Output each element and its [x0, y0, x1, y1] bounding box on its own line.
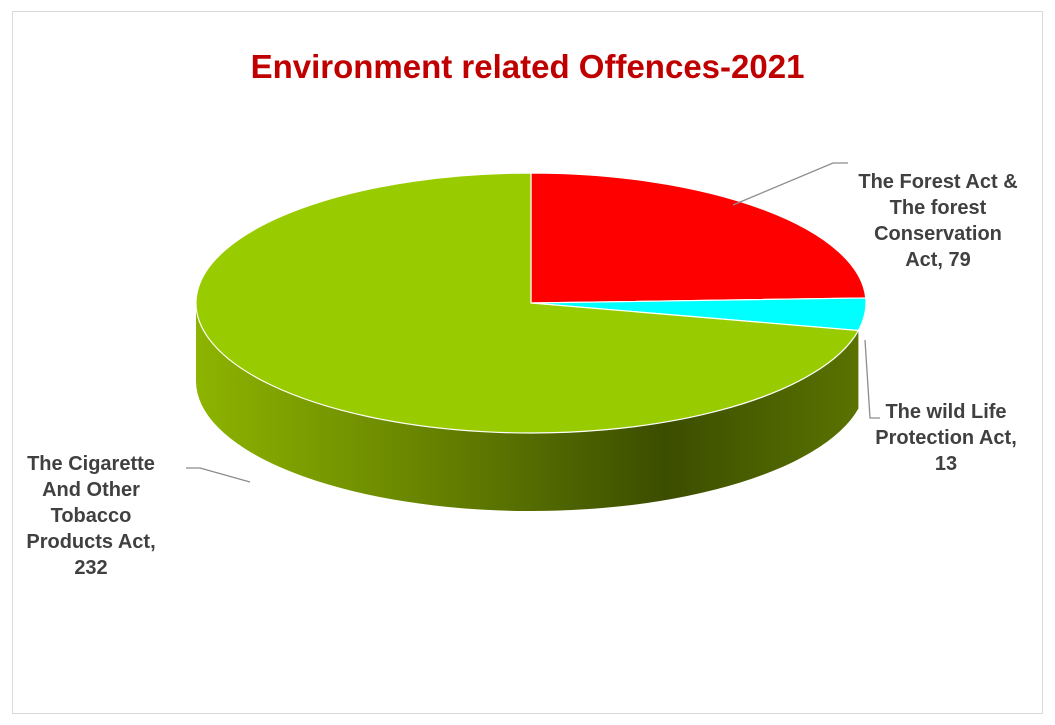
- leader-line: [186, 467, 251, 483]
- pie-slice: [530, 172, 867, 304]
- data-label: The Cigarette And Other Tobacco Products Ac…: [26, 453, 155, 579]
- pie-side-wall: [196, 303, 859, 511]
- data-label: The Forest Act & The forest Conservation Ac…: [858, 171, 1017, 271]
- leader-line: [864, 339, 880, 419]
- pie-slice: [195, 172, 860, 434]
- leader-line: [732, 162, 848, 206]
- data-label: The wild Life Protection Act, 13: [875, 401, 1017, 475]
- chart-title: Environment related Offences-2021: [250, 48, 805, 85]
